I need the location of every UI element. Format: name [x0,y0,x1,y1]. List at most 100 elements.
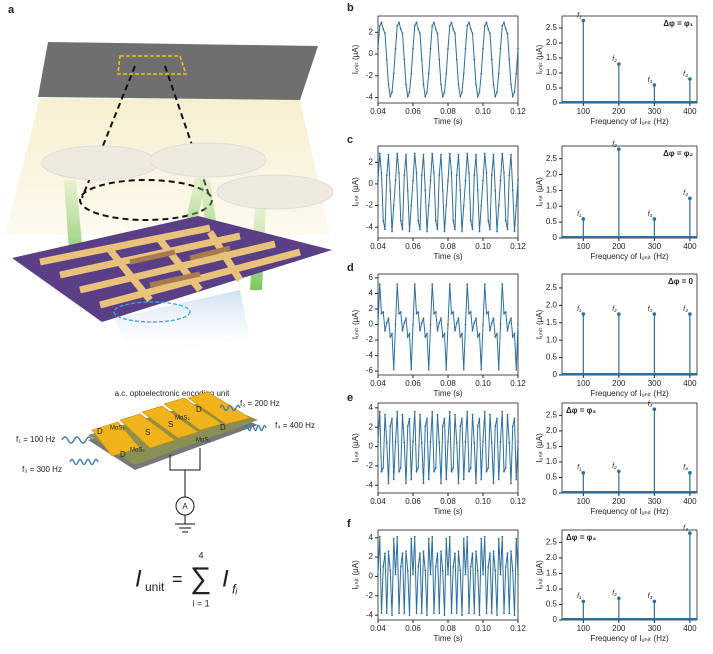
signal-point [457,317,460,320]
signal-point [499,573,502,576]
y-tick-label: 0.5 [546,473,558,482]
signal-point [427,368,430,371]
y-tick-label: 2.0 [546,170,558,179]
signal-point [478,417,481,420]
signal-point [419,329,421,332]
signal-point [473,441,476,444]
signal-point [504,565,507,568]
signal-point [424,95,427,98]
signal-point [497,204,500,207]
signal-point [382,28,385,30]
signal-point [448,283,451,285]
signal-point [377,179,379,182]
equation-lhs-sub: unit [145,580,165,594]
stem-head [652,217,657,221]
axes-frame [561,15,698,104]
signal-point [378,283,381,285]
signal-point [398,470,400,473]
signal-point [455,612,458,615]
signal-point [487,219,490,222]
y-axis-label: Iᵤₙᵢₜ (μA) [351,560,360,590]
x-tick-label: 200 [612,107,626,116]
signal-point [489,552,491,555]
unit-title: a.c. optoelectronic encoding unit [115,389,231,398]
y-axis-label: Iᵤₙᵢₜ (μA) [351,309,360,339]
signal-point [466,535,469,538]
signal-point [459,425,462,428]
stem-head [652,312,657,316]
frequency-label: f₄ = 400 Hz [275,421,315,430]
stem-label: f₁ [577,12,582,19]
y-tick-label: 1.0 [546,68,558,77]
signal-point [377,323,379,326]
signal-point [480,72,483,75]
x-tick-label: 0.08 [440,242,456,251]
signal-point [464,573,467,576]
y-tick-label: 2 [369,27,374,36]
x-tick-label: 300 [648,379,662,388]
signal-point [377,440,379,443]
stem-head [688,77,692,81]
signal-point [441,336,444,338]
equation-term-sub: fᵢ [232,581,238,596]
signal-point [485,612,488,615]
x-tick-label: 0.10 [475,379,491,388]
signal-point [487,311,490,313]
signal-point [426,230,428,233]
signal-point [515,537,518,540]
stem-head [688,196,692,201]
signal-point [511,336,514,338]
y-tick-label: 0 [553,98,558,107]
signal-point [384,552,386,555]
signal-point [396,152,399,155]
x-tick-label: 400 [683,379,697,388]
x-tick-label: 0.10 [475,242,491,251]
equation-eq: = [172,569,183,589]
signal-point [487,28,490,30]
signal-point [513,230,516,233]
signal-point [469,311,472,313]
signal-point [396,410,399,413]
signal-point [452,28,455,30]
signal-point [445,204,448,207]
signal-point [378,24,381,27]
signal-point [377,573,379,576]
signal-point [503,470,505,473]
signal-point [469,466,472,469]
signal-point [426,91,428,94]
y-tick-label: -2 [366,201,374,210]
stem-label: f₃ [648,77,653,84]
signal-point [506,228,509,231]
signal-point [517,573,519,576]
x-tick-label: 0.08 [440,624,456,633]
signal-point [401,413,404,416]
signal-point [408,91,411,94]
y-axis-label: Iᵤₙᵢₜ (μA) [535,177,544,207]
signal-point [510,550,512,553]
stem-label: f₁ [577,593,582,600]
stem-label: f₂ [612,141,617,148]
y-axis-label: Iᵤₙᵢₜ (μA) [535,560,544,590]
y-tick-label: 0.5 [546,83,558,92]
signal-point [490,58,493,61]
signal-point [462,368,465,371]
signal-point [466,24,469,27]
signal-point [380,172,383,174]
x-tick-label: 200 [612,379,626,388]
signal-point [476,95,479,98]
stem-head [652,83,657,87]
y-tick-label: 2 [369,422,374,431]
y-tick-label: 0.5 [546,217,558,226]
stem-label: f₂ [612,56,617,63]
signal-point [445,368,448,371]
signal-point [455,441,458,444]
y-tick-label: 0 [553,615,558,624]
signal-point [415,312,418,315]
y-tick-label: 2 [369,552,374,561]
signal-point [510,153,512,156]
stem-head [688,531,692,535]
x-tick-label: 0.04 [370,624,386,633]
signal-point [406,336,409,338]
electrode-label: D [97,427,103,436]
electrode-label: D [196,405,202,414]
